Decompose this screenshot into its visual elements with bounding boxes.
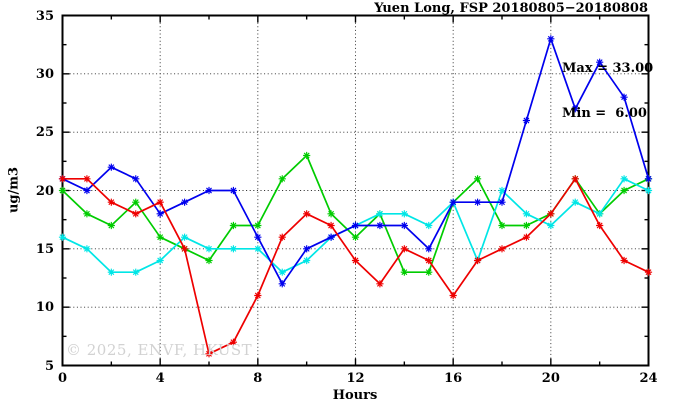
chart-title: Yuen Long, FSP 20180805−20180808 <box>374 1 648 16</box>
y-tick-label: 15 <box>35 241 54 257</box>
y-tick-label: 20 <box>35 183 54 199</box>
min-value-label: Min = 6.00 <box>562 106 647 121</box>
x-tick-label: 20 <box>541 371 560 386</box>
y-tick-label: 35 <box>35 8 54 24</box>
maxmin-annotation: Max = 33.00 Min = 6.00 <box>562 31 653 151</box>
series-blue-line <box>62 37 650 285</box>
x-tick-label: 4 <box>155 371 165 386</box>
series-red-line <box>62 177 649 355</box>
y-tick-label: 30 <box>35 66 54 82</box>
x-tick-label: 12 <box>346 371 365 386</box>
x-tick-label: 24 <box>639 371 658 386</box>
x-tick-label: 0 <box>57 371 68 386</box>
y-tick-label: 10 <box>35 300 54 316</box>
x-tick-label: 8 <box>253 371 263 386</box>
y-tick-label: 5 <box>44 358 54 374</box>
x-axis-label: Hours <box>332 388 378 403</box>
series-red-markers <box>58 175 653 358</box>
max-value-label: Max = 33.00 <box>562 61 654 76</box>
watermark: © 2025, ENVF, HKUST <box>66 341 253 359</box>
x-tick-label: 16 <box>444 371 463 386</box>
y-tick-label: 25 <box>35 125 54 141</box>
